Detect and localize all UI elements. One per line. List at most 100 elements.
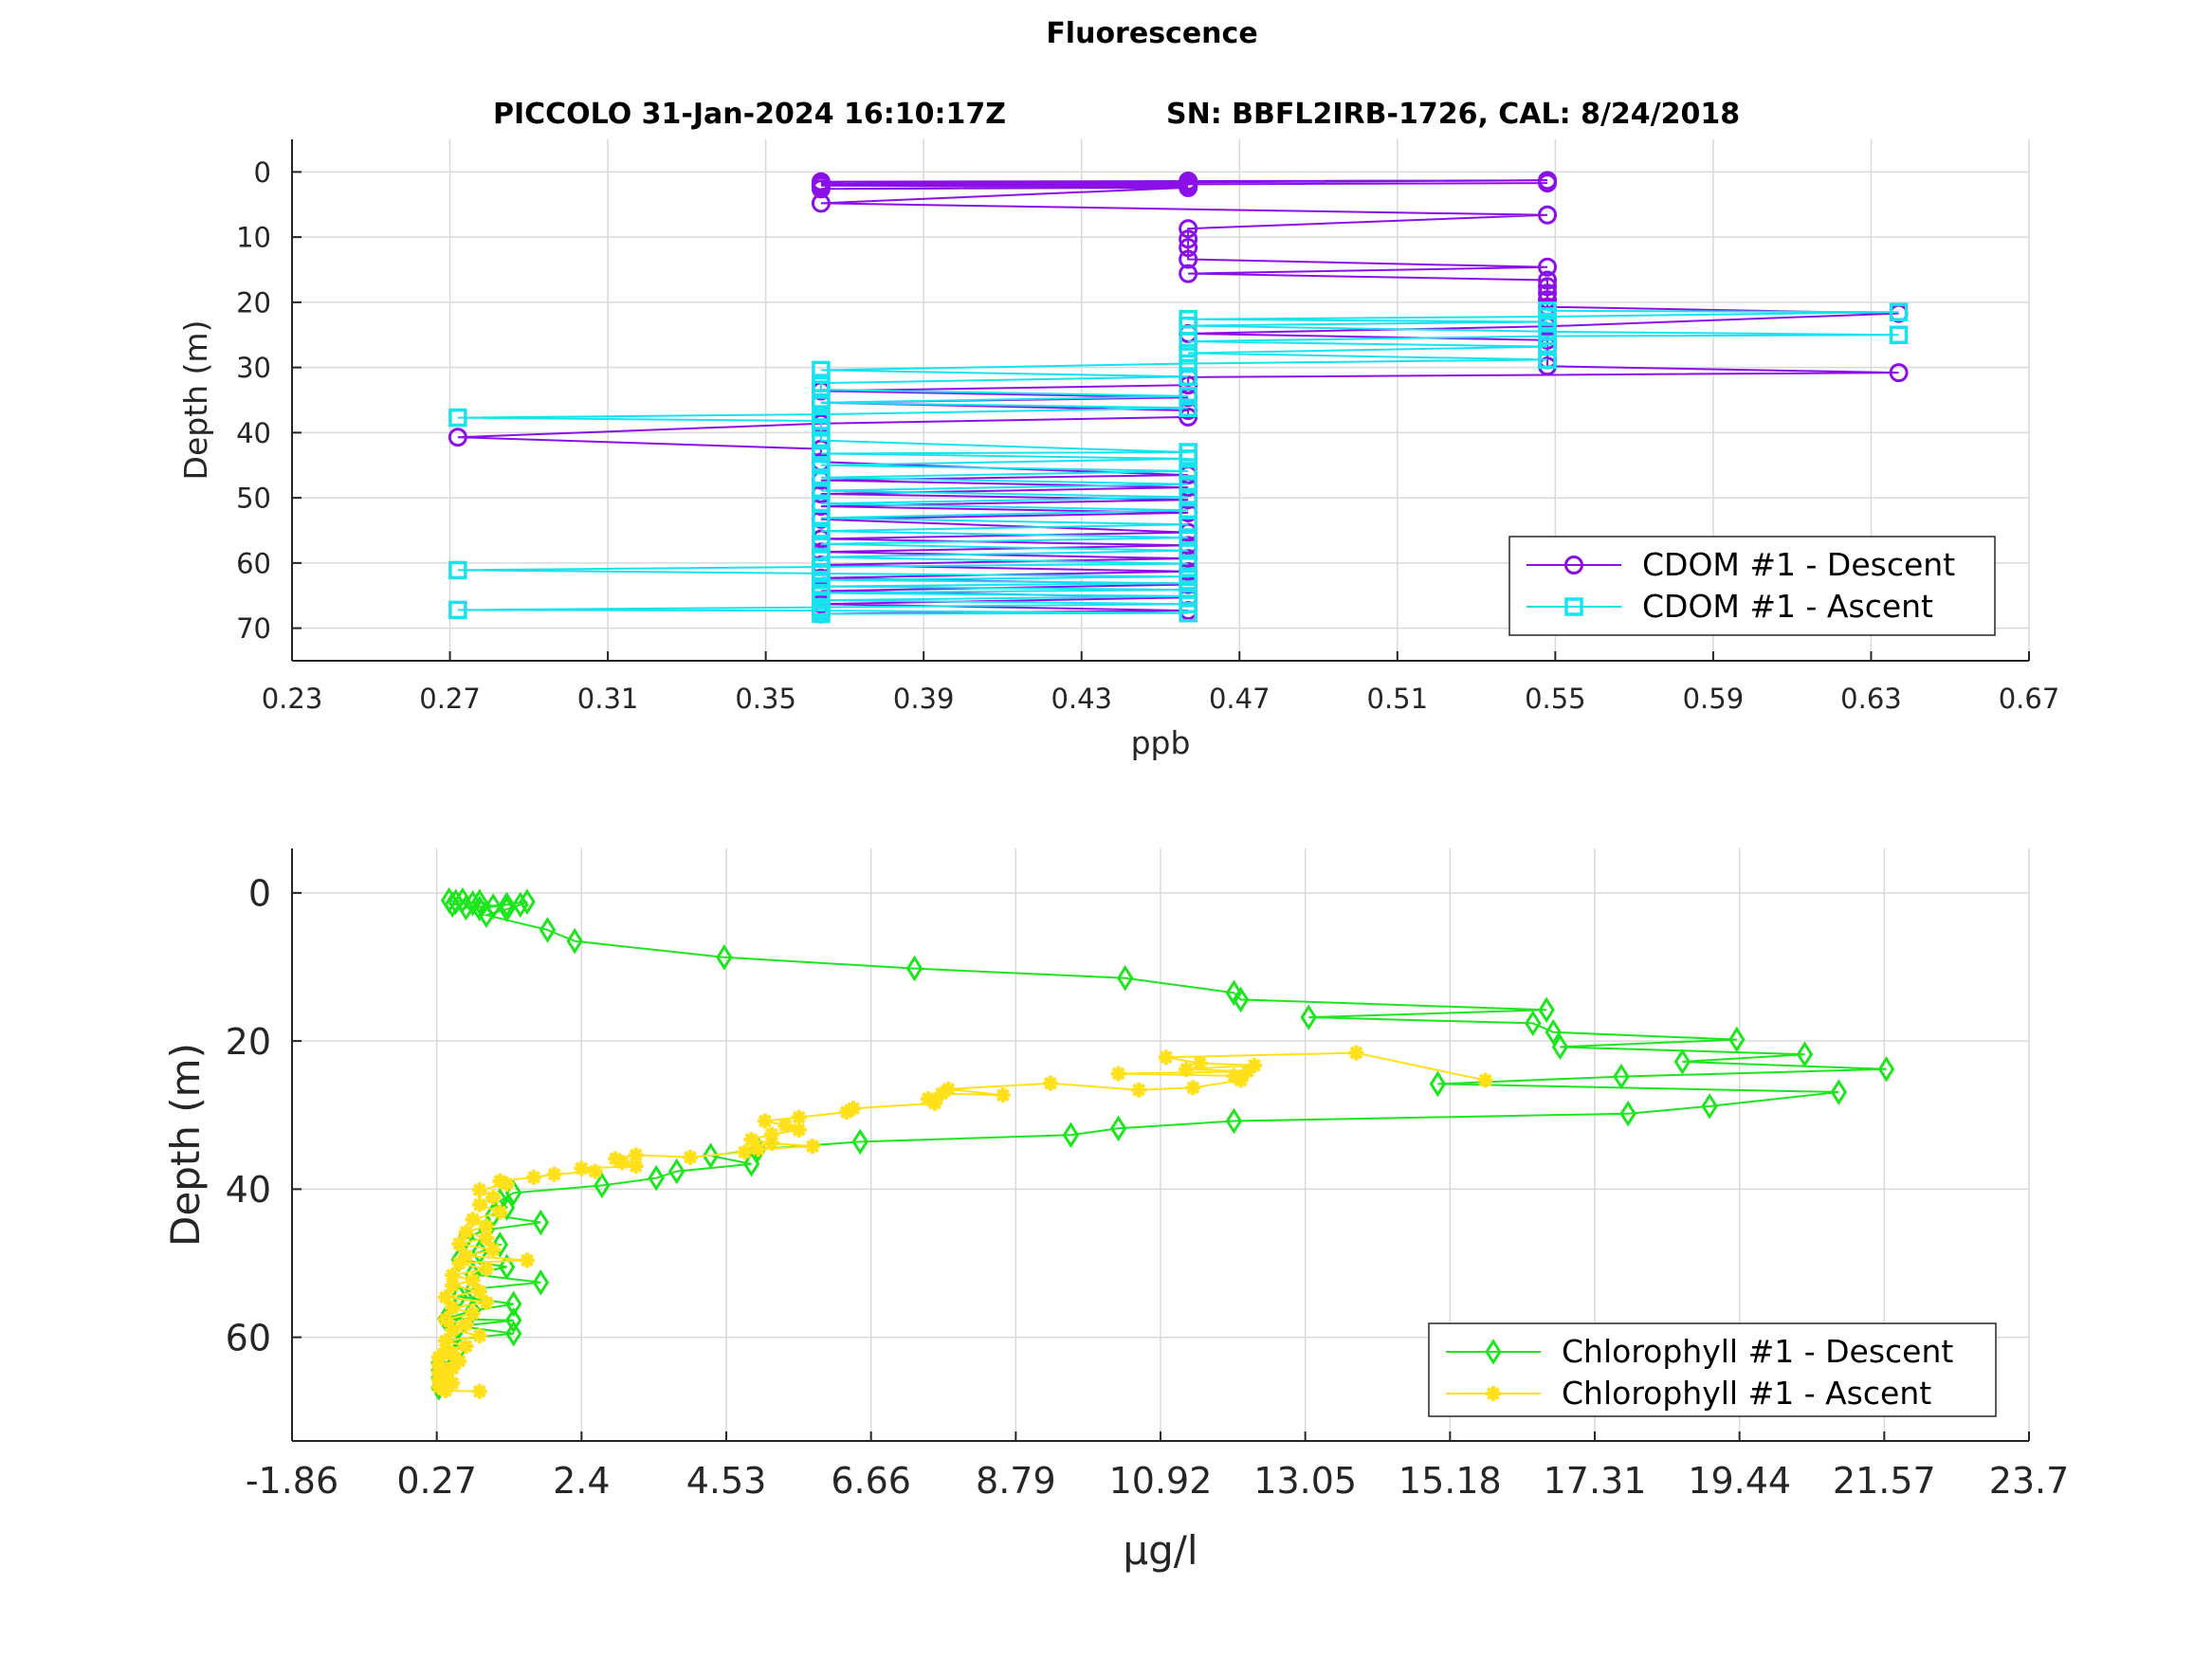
data-point [492, 1204, 508, 1220]
data-point [1179, 310, 1197, 329]
data-point [512, 891, 529, 919]
data-point [1179, 443, 1197, 462]
data-point [1226, 1067, 1242, 1084]
x-tick-label: 0.31 [577, 683, 639, 715]
data-point [1538, 277, 1558, 297]
data-point [805, 1139, 821, 1155]
data-point [1062, 1121, 1080, 1149]
data-point [812, 360, 831, 380]
legend-marker [1486, 1386, 1501, 1401]
series-line [437, 899, 1887, 1388]
data-point [812, 374, 831, 392]
data-point [1179, 1061, 1195, 1077]
data-point [1551, 1033, 1569, 1061]
data-point [1179, 528, 1197, 547]
data-point [465, 1305, 481, 1322]
data-point [1158, 1049, 1174, 1066]
data-point [1889, 325, 1909, 344]
data-point [437, 1368, 453, 1384]
data-point [927, 1095, 943, 1111]
data-point [504, 1320, 522, 1347]
data-point [1830, 1079, 1848, 1105]
data-point [1131, 1082, 1147, 1098]
data-point [1179, 264, 1198, 283]
x-tick-label: -1.86 [246, 1460, 338, 1502]
data-point [492, 1173, 508, 1189]
legend-label: Chlorophyll #1 - Ascent [1562, 1375, 1931, 1412]
y-tick-label: 0 [254, 156, 271, 189]
legend-label: CDOM #1 - Descent [1642, 546, 1955, 583]
data-point [499, 1176, 515, 1192]
data-point [498, 896, 516, 922]
data-point [1538, 173, 1558, 193]
data-point [1239, 1064, 1255, 1080]
data-point [742, 1151, 760, 1177]
data-point [444, 891, 461, 919]
data-point [838, 1104, 854, 1121]
y-tick-label: 20 [226, 1021, 271, 1063]
data-point [471, 1182, 487, 1198]
data-point [750, 1141, 766, 1158]
figure-subtitle-left: PICCOLO 31-Jan-2024 16:10:17Z [493, 98, 1006, 131]
data-point [812, 535, 831, 554]
data-point [1673, 1048, 1691, 1075]
data-point [1877, 1056, 1895, 1083]
data-point [478, 1261, 494, 1277]
data-point [777, 1118, 794, 1134]
x-tick-label: 17.31 [1544, 1460, 1647, 1502]
y-tick-label: 0 [248, 873, 271, 915]
data-point [812, 468, 831, 487]
data-point [791, 1121, 807, 1138]
data-point [1192, 1055, 1208, 1071]
data-point [757, 1113, 773, 1129]
x-tick-label: 19.44 [1688, 1460, 1791, 1502]
data-point [812, 521, 831, 540]
x-tick-label: 0.35 [735, 683, 796, 715]
data-point [491, 1231, 509, 1258]
data-point [1246, 1057, 1262, 1073]
data-point [1225, 1107, 1243, 1135]
x-tick-label: 0.47 [1209, 683, 1271, 715]
data-point [811, 179, 831, 199]
figure-subtitle-right: SN: BBFL2IRB-1726, CAL: 8/24/2018 [1166, 98, 1740, 131]
data-point [471, 895, 488, 922]
data-point [1348, 1045, 1364, 1061]
legend-box [1508, 536, 1996, 636]
data-point [764, 1135, 780, 1151]
data-point [1116, 964, 1134, 992]
data-point [485, 1242, 502, 1258]
data-point [608, 1151, 624, 1167]
data-point [437, 1333, 453, 1349]
data-point [448, 428, 467, 447]
data-point [504, 1290, 522, 1318]
x-tick-label: 8.79 [976, 1460, 1056, 1502]
data-point [448, 560, 467, 580]
figure-title: Fluorescence [1046, 17, 1257, 50]
data-point [478, 1218, 494, 1234]
data-point [448, 408, 467, 428]
data-point [764, 1126, 780, 1142]
data-point [471, 1284, 487, 1300]
data-point [445, 1300, 461, 1316]
data-point [458, 1317, 474, 1333]
y-tick-label: 60 [236, 547, 271, 579]
data-point [451, 1255, 467, 1271]
data-point [471, 1328, 487, 1344]
x-tick-label: 0.27 [396, 1460, 477, 1502]
x-tick-label: 13.05 [1253, 1460, 1357, 1502]
data-point [812, 481, 831, 501]
data-point [1179, 249, 1198, 269]
chlorophyll-axes: -1.86 0.27 2.4 4.53 6.66 8.79 10.92 13.05 15.18 1… [162, 848, 2069, 1574]
data-point [1233, 1072, 1249, 1088]
y-tick-label: 20 [236, 286, 271, 319]
data-point [458, 1224, 474, 1240]
data-point [532, 1269, 550, 1296]
legend: CDOM #1 - Descent CDOM #1 - Ascent [1508, 536, 1996, 636]
y-axis-label: Depth (m) [177, 320, 214, 481]
data-point [526, 1169, 542, 1185]
data-point [1179, 474, 1197, 494]
data-point [458, 1339, 474, 1354]
data-point [995, 1087, 1011, 1103]
data-point [430, 1349, 447, 1365]
